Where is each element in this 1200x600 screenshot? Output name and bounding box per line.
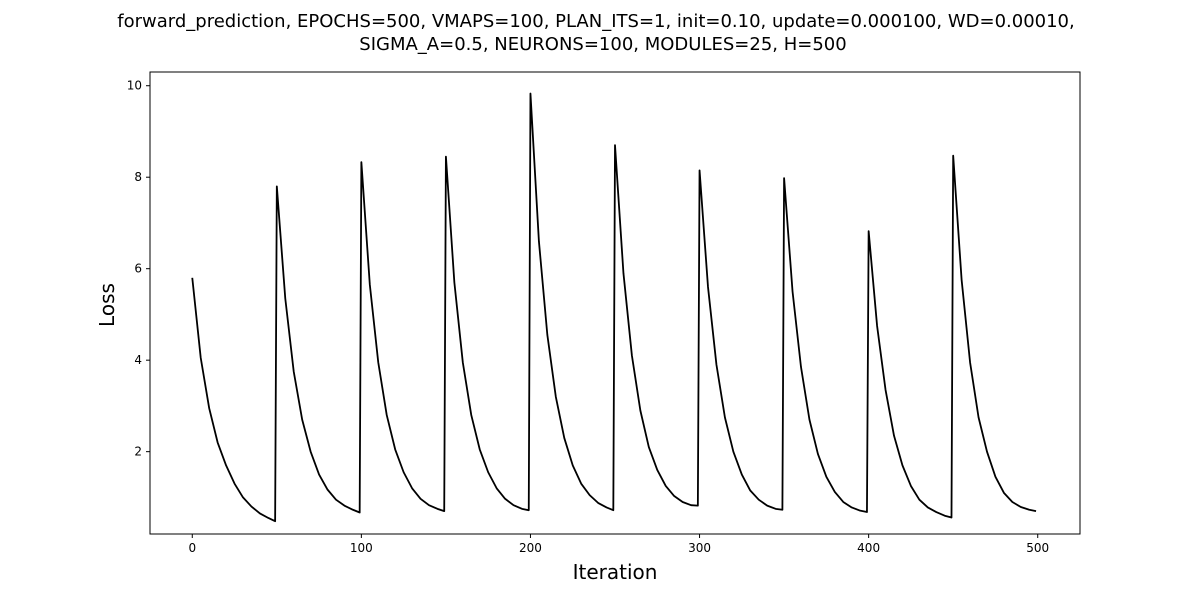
x-tick-label: 300	[688, 541, 711, 555]
plot-area	[191, 92, 1037, 523]
y-tick-label: 8	[134, 170, 142, 184]
x-tick-label: 0	[188, 541, 196, 555]
series-line-0	[191, 92, 1037, 523]
x-tick-label: 500	[1026, 541, 1049, 555]
x-axis-label: Iteration	[573, 560, 658, 584]
chart-title-line-1: forward_prediction, EPOCHS=500, VMAPS=10…	[117, 11, 1074, 32]
x-axis: 0 100 200 300 400 500	[188, 534, 1049, 555]
y-axis: 2 4 6 8 10	[127, 79, 150, 459]
y-tick-label: 2	[134, 445, 142, 459]
y-tick-label: 6	[134, 262, 142, 276]
x-tick-label: 200	[519, 541, 542, 555]
x-tick-label: 100	[350, 541, 373, 555]
plot-frame	[149, 71, 1081, 535]
y-tick-label: 10	[127, 79, 142, 93]
y-tick-label: 4	[134, 353, 142, 367]
chart-title-line-2: SIGMA_A=0.5, NEURONS=100, MODULES=25, H=…	[359, 34, 846, 55]
y-axis-label: Loss	[95, 283, 119, 327]
x-tick-label: 400	[857, 541, 880, 555]
